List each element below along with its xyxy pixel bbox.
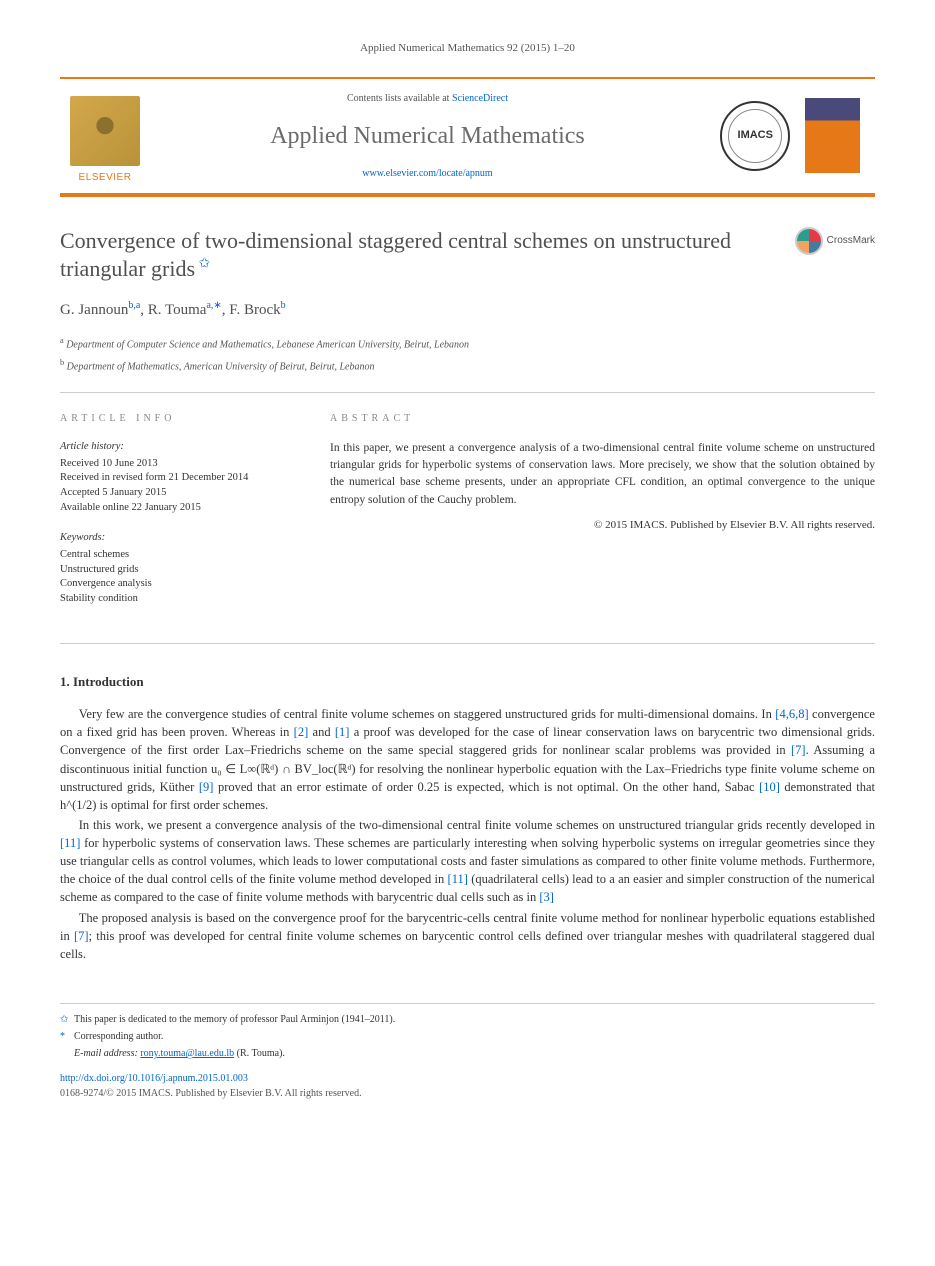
- footnote-star: ✩This paper is dedicated to the memory o…: [60, 1012, 875, 1027]
- keyword-0: Central schemes: [60, 548, 290, 563]
- section-1-head: 1. Introduction: [60, 672, 875, 692]
- elsevier-tree-icon: [70, 96, 140, 166]
- ref-link-7[interactable]: [7]: [791, 743, 806, 757]
- p3-a: ; this proof was developed for central f…: [60, 929, 875, 961]
- ref-link-7b[interactable]: [7]: [74, 929, 89, 943]
- p2-pre: In this work, we present a convergence a…: [79, 818, 875, 832]
- article-info-head: ARTICLE INFO: [60, 411, 290, 426]
- article-title: Convergence of two-dimensional staggered…: [60, 227, 775, 284]
- history-block: Article history: Received 10 June 2013 R…: [60, 440, 290, 515]
- article-info-column: ARTICLE INFO Article history: Received 1…: [60, 411, 290, 623]
- banner-right: IMACS: [705, 79, 875, 193]
- doi-link[interactable]: http://dx.doi.org/10.1016/j.apnum.2015.0…: [60, 1073, 248, 1084]
- abstract-column: ABSTRACT In this paper, we present a con…: [330, 411, 875, 623]
- keyword-2: Convergence analysis: [60, 577, 290, 592]
- affiliation-a: a Department of Computer Science and Mat…: [60, 335, 875, 352]
- affil-sup-b: b: [60, 358, 64, 367]
- sciencedirect-link[interactable]: ScienceDirect: [452, 93, 508, 104]
- ref-link-2[interactable]: [2]: [294, 725, 309, 739]
- crossmark-icon: [795, 227, 823, 255]
- keyword-3: Stability condition: [60, 592, 290, 607]
- info-abstract-row: ARTICLE INFO Article history: Received 1…: [60, 411, 875, 623]
- elsevier-label: ELSEVIER: [79, 170, 132, 185]
- crossmark-badge[interactable]: CrossMark: [795, 227, 875, 255]
- footnotes: ✩This paper is dedicated to the memory o…: [60, 1003, 875, 1061]
- keyword-1: Unstructured grids: [60, 563, 290, 578]
- author-2-sup: a,∗: [206, 300, 221, 311]
- ref-link-1[interactable]: [1]: [335, 725, 350, 739]
- elsevier-logo-block: ELSEVIER: [60, 79, 150, 193]
- abstract-text: In this paper, we present a convergence …: [330, 440, 875, 509]
- asterisk-icon: *: [60, 1029, 74, 1044]
- affiliation-b: b Department of Mathematics, American Un…: [60, 357, 875, 374]
- email-link[interactable]: rony.touma@lau.edu.lb: [140, 1048, 234, 1059]
- contents-line: Contents lists available at ScienceDirec…: [160, 91, 695, 106]
- abstract-head: ABSTRACT: [330, 411, 875, 426]
- intro-para-3: The proposed analysis is based on the co…: [60, 909, 875, 963]
- journal-name: Applied Numerical Mathematics: [160, 118, 695, 154]
- ref-link-9[interactable]: [9]: [199, 780, 214, 794]
- email-label: E-mail address:: [74, 1048, 138, 1059]
- history-0: Received 10 June 2013: [60, 457, 290, 472]
- title-footnote-star-icon: ✩: [195, 257, 210, 272]
- authors-line: G. Jannounb,a, R. Toumaa,∗, F. Brockb: [60, 298, 875, 322]
- abstract-copyright: © 2015 IMACS. Published by Elsevier B.V.…: [330, 517, 875, 534]
- history-label: Article history:: [60, 440, 290, 455]
- ref-link-11[interactable]: [11]: [60, 836, 80, 850]
- imacs-logo-icon: IMACS: [720, 101, 790, 171]
- title-text: Convergence of two-dimensional staggered…: [60, 228, 731, 282]
- p1-b: and: [308, 725, 335, 739]
- intro-para-1: Very few are the convergence studies of …: [60, 705, 875, 814]
- doi-line: http://dx.doi.org/10.1016/j.apnum.2015.0…: [60, 1071, 875, 1086]
- affil-text-a: Department of Computer Science and Mathe…: [66, 340, 469, 351]
- journal-banner: ELSEVIER Contents lists available at Sci…: [60, 77, 875, 197]
- journal-cover-icon: [805, 98, 860, 173]
- title-row: Convergence of two-dimensional staggered…: [60, 227, 875, 284]
- email-who: (R. Touma).: [237, 1048, 285, 1059]
- keywords-block: Keywords: Central schemes Unstructured g…: [60, 531, 290, 606]
- intro-para-2: In this work, we present a convergence a…: [60, 816, 875, 907]
- banner-center: Contents lists available at ScienceDirec…: [150, 79, 705, 193]
- crossmark-label: CrossMark: [827, 233, 875, 248]
- ref-link-3[interactable]: [3]: [539, 890, 554, 904]
- author-3: F. Brock: [229, 302, 280, 318]
- ref-link-468[interactable]: [4,6,8]: [775, 707, 808, 721]
- footnote-1-text: This paper is dedicated to the memory of…: [74, 1014, 395, 1025]
- divider-2: [60, 643, 875, 644]
- p1-e: proved that an error estimate of order 0…: [213, 780, 759, 794]
- affil-text-b: Department of Mathematics, American Univ…: [67, 361, 375, 372]
- keywords-label: Keywords:: [60, 531, 290, 546]
- history-3: Available online 22 January 2015: [60, 501, 290, 516]
- author-1-sup: b,a: [128, 300, 140, 311]
- journal-url-link[interactable]: www.elsevier.com/locate/apnum: [160, 166, 695, 181]
- issn-line: 0168-9274/© 2015 IMACS. Published by Els…: [60, 1086, 875, 1101]
- star-icon: ✩: [60, 1012, 74, 1027]
- history-2: Accepted 5 January 2015: [60, 486, 290, 501]
- running-header: Applied Numerical Mathematics 92 (2015) …: [60, 40, 875, 57]
- footnote-email: E-mail address: rony.touma@lau.edu.lb (R…: [60, 1046, 875, 1061]
- ref-link-11b[interactable]: [11]: [448, 872, 468, 886]
- author-1: G. Jannoun: [60, 302, 128, 318]
- divider: [60, 392, 875, 393]
- history-1: Received in revised form 21 December 201…: [60, 471, 290, 486]
- affil-sup-a: a: [60, 336, 64, 345]
- author-2: R. Touma: [148, 302, 207, 318]
- author-3-sup: b: [281, 300, 286, 311]
- footnote-corresponding: *Corresponding author.: [60, 1029, 875, 1044]
- contents-prefix: Contents lists available at: [347, 93, 452, 104]
- p1-pre: Very few are the convergence studies of …: [79, 707, 776, 721]
- footnote-2-text: Corresponding author.: [74, 1031, 163, 1042]
- ref-link-10[interactable]: [10]: [759, 780, 780, 794]
